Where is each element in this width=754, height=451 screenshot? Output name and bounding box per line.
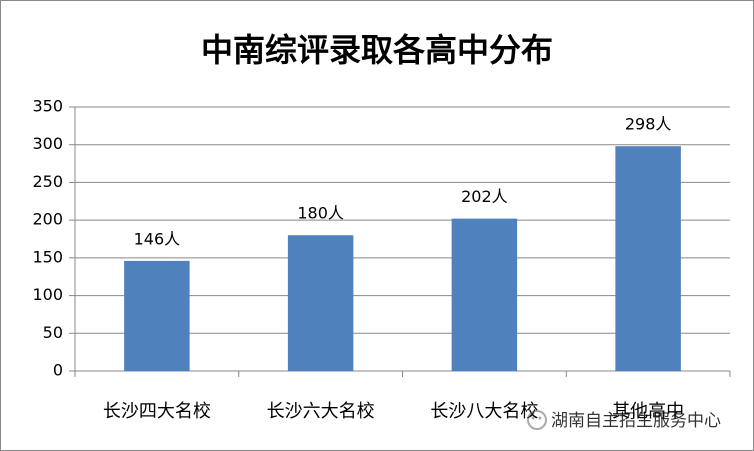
y-tick-label: 150 [32,247,63,266]
x-tick-label: 长沙八大名校 [430,401,538,422]
value-label: 180人 [297,204,344,223]
bar [615,146,681,371]
y-tick-label: 100 [32,285,63,304]
watermark-icon [527,410,547,430]
y-tick-label: 350 [32,97,63,116]
chart-title: 中南综评录取各高中分布 [201,31,553,69]
bar [287,235,354,371]
y-tick-label: 300 [32,134,63,153]
value-label: 146人 [134,229,181,248]
bar [124,260,190,371]
bar [451,218,518,371]
value-label: 298人 [625,115,672,134]
y-tick-label: 200 [32,210,63,229]
y-tick-label: 250 [32,172,63,191]
x-tick-label: 其他高中 [612,401,684,422]
value-label: 202人 [461,187,508,206]
watermark: 湖南自主招生服务中心 [551,411,721,431]
x-tick-label: 长沙六大名校 [267,401,375,422]
y-tick-label: 0 [53,361,63,380]
x-tick-label: 长沙四大名校 [103,401,211,422]
y-tick-label: 50 [43,323,63,342]
